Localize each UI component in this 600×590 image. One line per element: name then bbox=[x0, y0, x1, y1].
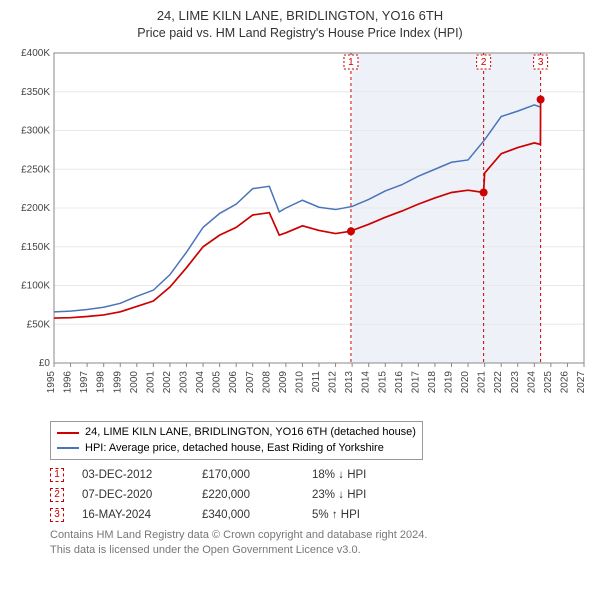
svg-text:£100K: £100K bbox=[21, 281, 50, 292]
event-pct: 23% ↓ HPI bbox=[312, 489, 402, 501]
svg-text:2022: 2022 bbox=[493, 371, 504, 394]
svg-text:2014: 2014 bbox=[361, 371, 372, 394]
footer-line1: Contains HM Land Registry data © Crown c… bbox=[50, 528, 590, 543]
title-block: 24, LIME KILN LANE, BRIDLINGTON, YO16 6T… bbox=[10, 8, 590, 41]
svg-text:£350K: £350K bbox=[21, 87, 50, 98]
svg-text:2002: 2002 bbox=[162, 371, 173, 394]
svg-text:1999: 1999 bbox=[112, 371, 123, 394]
legend-label-hpi: HPI: Average price, detached house, East… bbox=[85, 441, 384, 456]
svg-text:£200K: £200K bbox=[21, 203, 50, 214]
table-row: 2 07-DEC-2020 £220,000 23% ↓ HPI bbox=[50, 488, 590, 502]
legend-item-property: 24, LIME KILN LANE, BRIDLINGTON, YO16 6T… bbox=[57, 425, 416, 440]
sale-events-table: 1 03-DEC-2012 £170,000 18% ↓ HPI 2 07-DE… bbox=[50, 468, 590, 522]
svg-text:2023: 2023 bbox=[510, 371, 521, 394]
event-badge-3: 3 bbox=[50, 508, 64, 522]
event-date: 16-MAY-2024 bbox=[82, 509, 202, 521]
svg-text:3: 3 bbox=[538, 57, 544, 68]
svg-text:2007: 2007 bbox=[245, 371, 256, 394]
event-date: 07-DEC-2020 bbox=[82, 489, 202, 501]
event-price: £220,000 bbox=[202, 489, 312, 501]
svg-text:2003: 2003 bbox=[179, 371, 190, 394]
footer-attribution: Contains HM Land Registry data © Crown c… bbox=[50, 528, 590, 558]
svg-text:2000: 2000 bbox=[129, 371, 140, 394]
svg-text:1996: 1996 bbox=[63, 371, 74, 394]
svg-text:1998: 1998 bbox=[96, 371, 107, 394]
price-chart: £0 £50K £100K £150K £200K £250K £300K £350K £400… bbox=[10, 45, 590, 415]
title-subtitle: Price paid vs. HM Land Registry's House … bbox=[10, 25, 590, 41]
chart-container: 24, LIME KILN LANE, BRIDLINGTON, YO16 6T… bbox=[0, 0, 600, 590]
svg-text:2006: 2006 bbox=[228, 371, 239, 394]
svg-text:2005: 2005 bbox=[212, 371, 223, 394]
footer-line2: This data is licensed under the Open Gov… bbox=[50, 543, 590, 558]
event-badge-1: 1 bbox=[50, 468, 64, 482]
event-date: 03-DEC-2012 bbox=[82, 469, 202, 481]
svg-text:2024: 2024 bbox=[526, 371, 537, 394]
svg-text:2010: 2010 bbox=[294, 371, 305, 394]
legend-label-property: 24, LIME KILN LANE, BRIDLINGTON, YO16 6T… bbox=[85, 425, 416, 440]
svg-text:2016: 2016 bbox=[394, 371, 405, 394]
svg-text:2012: 2012 bbox=[328, 371, 339, 394]
svg-text:£400K: £400K bbox=[21, 48, 50, 59]
svg-text:2021: 2021 bbox=[477, 371, 488, 394]
svg-text:2001: 2001 bbox=[145, 371, 156, 394]
svg-text:1997: 1997 bbox=[79, 371, 90, 394]
svg-text:2025: 2025 bbox=[543, 371, 554, 394]
event-pct: 5% ↑ HPI bbox=[312, 509, 402, 521]
legend-item-hpi: HPI: Average price, detached house, East… bbox=[57, 441, 416, 456]
svg-text:2004: 2004 bbox=[195, 371, 206, 394]
svg-text:2026: 2026 bbox=[559, 371, 570, 394]
svg-text:2008: 2008 bbox=[261, 371, 272, 394]
chart-area: £0 £50K £100K £150K £200K £250K £300K £350K £400… bbox=[10, 45, 590, 415]
svg-text:2015: 2015 bbox=[377, 371, 388, 394]
svg-text:£50K: £50K bbox=[27, 319, 51, 330]
legend-swatch-hpi bbox=[57, 447, 79, 449]
svg-text:2019: 2019 bbox=[444, 371, 455, 394]
event-price: £170,000 bbox=[202, 469, 312, 481]
svg-text:1995: 1995 bbox=[46, 371, 57, 394]
legend: 24, LIME KILN LANE, BRIDLINGTON, YO16 6T… bbox=[50, 421, 423, 460]
svg-text:2027: 2027 bbox=[576, 371, 587, 394]
table-row: 1 03-DEC-2012 £170,000 18% ↓ HPI bbox=[50, 468, 590, 482]
svg-text:2009: 2009 bbox=[278, 371, 289, 394]
svg-text:£300K: £300K bbox=[21, 126, 50, 137]
svg-text:2013: 2013 bbox=[344, 371, 355, 394]
svg-text:£0: £0 bbox=[39, 358, 51, 369]
svg-text:£250K: £250K bbox=[21, 164, 50, 175]
svg-text:2020: 2020 bbox=[460, 371, 471, 394]
svg-text:£150K: £150K bbox=[21, 242, 50, 253]
svg-text:2017: 2017 bbox=[410, 371, 421, 394]
title-address: 24, LIME KILN LANE, BRIDLINGTON, YO16 6T… bbox=[10, 8, 590, 25]
svg-text:2: 2 bbox=[481, 57, 487, 68]
svg-text:2011: 2011 bbox=[311, 371, 322, 393]
legend-swatch-property bbox=[57, 432, 79, 434]
event-price: £340,000 bbox=[202, 509, 312, 521]
svg-text:1: 1 bbox=[348, 57, 354, 68]
event-pct: 18% ↓ HPI bbox=[312, 469, 402, 481]
event-badge-2: 2 bbox=[50, 488, 64, 502]
svg-text:2018: 2018 bbox=[427, 371, 438, 394]
table-row: 3 16-MAY-2024 £340,000 5% ↑ HPI bbox=[50, 508, 590, 522]
